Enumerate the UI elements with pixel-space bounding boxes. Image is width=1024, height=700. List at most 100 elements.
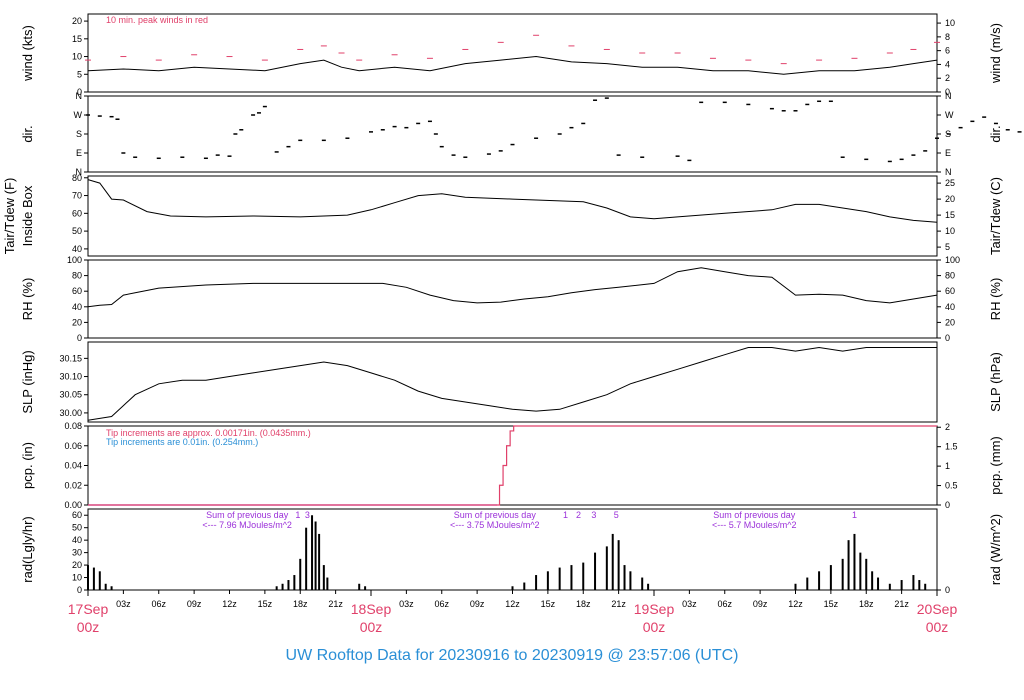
tick-label-left-rad: 60: [72, 510, 82, 520]
ylabel-right-rh: RH (%): [988, 278, 1003, 321]
tick-label-right-temp: 25: [945, 178, 955, 188]
series-rad-0: [87, 515, 927, 590]
ylabel-left2-temp: Inside Box: [20, 185, 35, 246]
tick-label-left-wind: 10: [72, 52, 82, 62]
tick-label-right-pcp: 0.5: [945, 481, 958, 491]
series-wind-1: [85, 34, 940, 65]
rad-annotation-line1-0: Sum of previous day: [206, 510, 289, 520]
tick-label-right-wind: 10: [945, 18, 955, 28]
tick-label-left-rad: 10: [72, 573, 82, 583]
panel-frame-rh: [87, 259, 938, 339]
day-label-time: 00z: [360, 619, 383, 635]
ylabel-left-temp: Tair/Tdew (F): [2, 178, 17, 255]
tick-label-left-pcp: 0.08: [64, 421, 82, 431]
tick-label-left-slp: 30.15: [59, 353, 82, 363]
tick-label-left-rh: 0: [77, 333, 82, 343]
rad-marker: 3: [305, 510, 310, 520]
tick-label-right-pcp: 1.5: [945, 442, 958, 452]
tick-label-left-rh: 20: [72, 317, 82, 327]
tick-label-left-wind: 0: [77, 87, 82, 97]
tick-label-left-pcp: 0.00: [64, 500, 82, 510]
tick-label-right-rad: 0: [945, 585, 950, 595]
tick-label-left-rad: 30: [72, 548, 82, 558]
tick-label-left-pcp: 0.02: [64, 480, 82, 490]
tick-label-left-slp: 30.00: [59, 408, 82, 418]
day-label-time: 00z: [643, 619, 666, 635]
rad-annotation-line2-0: <--- 7.96 MJoules/m^2: [202, 520, 292, 530]
tick-label-right-dir: N: [945, 167, 952, 177]
tick-label-left-wind: 5: [77, 69, 82, 79]
rad-marker: 5: [614, 510, 619, 520]
tick-label-left-dir: W: [74, 110, 83, 120]
tick-label-left-rh: 100: [67, 255, 82, 265]
tick-label-right-dir: W: [945, 110, 954, 120]
series-line-temp: [87, 179, 938, 223]
tick-label-left-rh: 60: [72, 286, 82, 296]
x-tick-label: 09z: [470, 599, 485, 609]
tick-label-right-wind: 6: [945, 46, 950, 56]
ylabel-left-pcp: pcp. (in): [20, 442, 35, 489]
tick-label-right-temp: 20: [945, 194, 955, 204]
rad-marker: 1: [295, 510, 300, 520]
day-label-date: 18Sep: [351, 601, 392, 617]
tick-label-right-rh: 40: [945, 302, 955, 312]
x-tick-label: 03z: [399, 599, 414, 609]
day-label-date: 19Sep: [634, 601, 675, 617]
series-pcp-1: [88, 425, 937, 506]
series-temp-0: [87, 179, 938, 223]
rad-marker: 2: [576, 510, 581, 520]
tick-label-left-temp: 70: [72, 191, 82, 201]
series-dir-0: [86, 97, 1022, 163]
rad-marker: 1: [852, 510, 857, 520]
x-tick-label: 09z: [187, 599, 202, 609]
x-tick-label: 12z: [788, 599, 803, 609]
series-slp-0: [87, 346, 937, 421]
tick-label-right-rh: 80: [945, 271, 955, 281]
day-label-time: 00z: [77, 619, 100, 635]
tick-label-left-rh: 40: [72, 302, 82, 312]
x-tick-label: 15z: [258, 599, 273, 609]
tick-label-left-dir: N: [76, 91, 83, 101]
tick-label-right-rh: 100: [945, 255, 960, 265]
ylabel-right-wind: wind (m/s): [988, 23, 1003, 84]
tick-label-right-dir: E: [945, 148, 951, 158]
ylabel-right-rad: rad (W/m^2): [988, 514, 1003, 585]
x-tick-label: 12z: [222, 599, 237, 609]
rad-annotation-line2-2: <--- 5.7 MJoules/m^2: [712, 520, 797, 530]
ylabel-left-wind: wind (kts): [20, 25, 35, 82]
panel-frame-wind: [87, 13, 938, 93]
tick-label-right-temp: 5: [945, 242, 950, 252]
series-wind-0: [87, 55, 938, 75]
tick-label-left-dir: E: [76, 148, 82, 158]
tick-label-right-wind: 8: [945, 32, 950, 42]
tick-label-left-dir: N: [76, 167, 83, 177]
tick-label-right-pcp: 1: [945, 461, 950, 471]
panel-frame-temp: [87, 175, 938, 257]
tick-label-right-rh: 0: [945, 333, 950, 343]
tick-label-left-temp: 50: [72, 226, 82, 236]
tick-label-left-slp: 30.05: [59, 390, 82, 400]
ylabel-right-temp: Tair/Tdew (C): [988, 177, 1003, 255]
tick-label-right-pcp: 2: [945, 422, 950, 432]
tick-label-left-wind: 20: [72, 16, 82, 26]
x-tick-label: 15z: [541, 599, 556, 609]
tick-label-right-wind: 2: [945, 73, 950, 83]
x-tick-label: 12z: [505, 599, 520, 609]
day-label-date: 20Sep: [917, 601, 958, 617]
tick-label-right-pcp: 0: [945, 500, 950, 510]
x-tick-label: 03z: [682, 599, 697, 609]
tick-label-left-pcp: 0.04: [64, 461, 82, 471]
tick-label-left-rad: 20: [72, 560, 82, 570]
ylabel-left-rad: rad(Lgly/hr): [20, 516, 35, 582]
x-tick-label: 03z: [116, 599, 131, 609]
tick-label-left-temp: 40: [72, 244, 82, 254]
tick-label-right-rh: 20: [945, 317, 955, 327]
x-tick-label: 21z: [894, 599, 909, 609]
pcp-note-1: Tip increments are 0.01in. (0.254mm.): [106, 437, 258, 447]
ylabel-left-dir: dir.: [20, 125, 35, 142]
tick-label-left-slp: 30.10: [59, 372, 82, 382]
rad-annotation-line2-1: <--- 3.75 MJoules/m^2: [450, 520, 540, 530]
ylabel-right-pcp: pcp. (mm): [988, 436, 1003, 495]
tick-label-right-wind: 4: [945, 59, 950, 69]
tick-label-right-rh: 60: [945, 286, 955, 296]
